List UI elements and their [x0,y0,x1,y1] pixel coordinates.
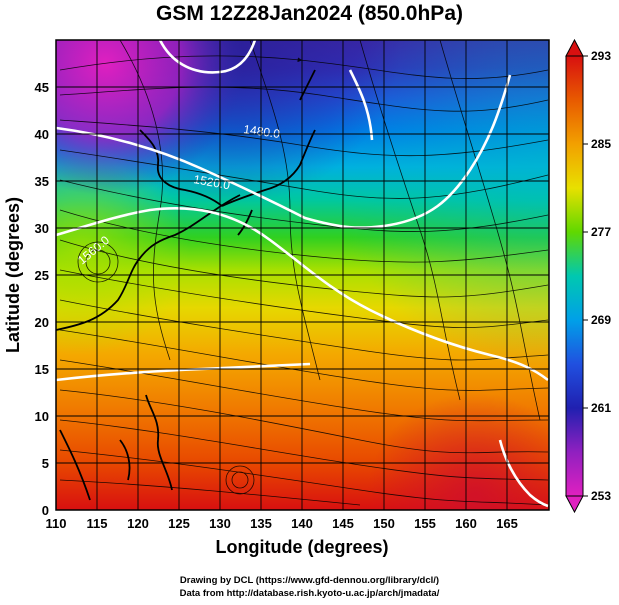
x-tick-130: 130 [209,516,231,531]
temperature-field: 1480.0 1520.0 1560.0 [56,40,549,510]
x-tick-155: 155 [414,516,436,531]
colorbar-bottom-arrow [565,495,584,514]
contour-label-1480: 1480.0 [243,122,282,141]
x-tick-115: 115 [87,516,108,531]
y-tick-45: 45 [35,80,49,95]
x-tick-135: 135 [250,516,272,531]
height-contours [56,40,549,508]
colorbar-tick-253: 253 [591,489,611,503]
y-tick-40: 40 [35,127,49,142]
y-tick-0: 0 [42,503,49,518]
x-tick-145: 145 [332,516,354,531]
x-axis-label: Longitude (degrees) [215,537,388,557]
colorbar-tick-285: 285 [591,137,611,151]
colorbar-tick-261: 261 [591,401,611,415]
x-tick-125: 125 [168,516,190,531]
y-axis-label: Latitude (degrees) [3,197,23,353]
colorbar-tick-293: 293 [591,49,611,63]
y-tick-25: 25 [35,268,49,283]
y-tick-20: 20 [35,315,49,330]
contour-label-1520: 1520.0 [192,172,231,192]
x-tick-160: 160 [455,516,477,531]
credit-drawing: Drawing by DCL (https://www.gfd-dennou.o… [179,575,440,586]
x-tick-110: 110 [46,516,67,531]
map-title: GSM 12Z28Jan2024 (850.0hPa) [155,2,463,25]
colorbar-top-arrow [565,38,584,57]
x-tick-150: 150 [373,516,395,531]
y-tick-10: 10 [35,409,49,424]
y-tick-15: 15 [35,362,49,377]
y-tick-35: 35 [35,174,49,189]
colorbar-tick-277: 277 [591,225,611,239]
x-tick-140: 140 [291,516,313,531]
x-tick-165: 165 [496,516,518,531]
y-tick-30: 30 [35,221,49,236]
colorbar: 293 285 277 269 261 253 [565,38,611,514]
x-tick-120: 120 [127,516,149,531]
colorbar-tick-269: 269 [591,313,611,327]
credit-data: Data from http://database.rish.kyoto-u.a… [179,588,440,599]
latlon-grid [56,40,549,510]
plot-frame [55,39,550,511]
y-tick-5: 5 [42,456,49,471]
